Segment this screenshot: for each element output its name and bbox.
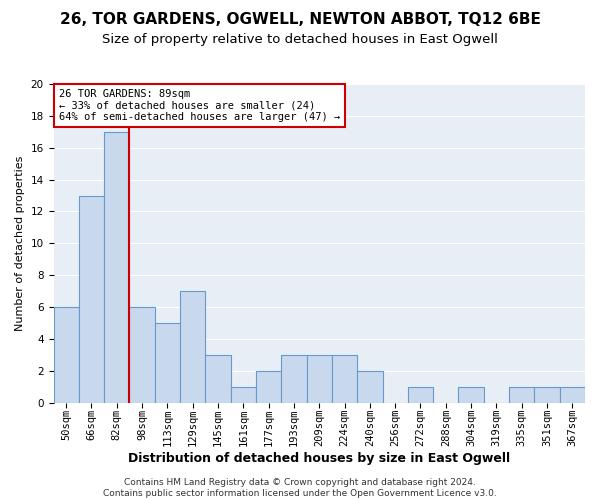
Text: Contains HM Land Registry data © Crown copyright and database right 2024.
Contai: Contains HM Land Registry data © Crown c… xyxy=(103,478,497,498)
Bar xyxy=(357,371,383,402)
Bar xyxy=(256,371,281,402)
Bar xyxy=(53,307,79,402)
Bar xyxy=(205,355,230,403)
Y-axis label: Number of detached properties: Number of detached properties xyxy=(15,156,25,331)
Bar xyxy=(332,355,357,403)
Bar xyxy=(281,355,307,403)
Bar xyxy=(79,196,104,402)
Bar xyxy=(155,323,180,402)
Text: 26, TOR GARDENS, OGWELL, NEWTON ABBOT, TQ12 6BE: 26, TOR GARDENS, OGWELL, NEWTON ABBOT, T… xyxy=(59,12,541,28)
Bar xyxy=(509,387,535,402)
Bar xyxy=(130,307,155,402)
Bar xyxy=(180,291,205,403)
Bar xyxy=(458,387,484,402)
Text: 26 TOR GARDENS: 89sqm
← 33% of detached houses are smaller (24)
64% of semi-deta: 26 TOR GARDENS: 89sqm ← 33% of detached … xyxy=(59,89,340,122)
Bar xyxy=(408,387,433,402)
X-axis label: Distribution of detached houses by size in East Ogwell: Distribution of detached houses by size … xyxy=(128,452,511,465)
Bar xyxy=(230,387,256,402)
Bar xyxy=(307,355,332,403)
Bar xyxy=(535,387,560,402)
Text: Size of property relative to detached houses in East Ogwell: Size of property relative to detached ho… xyxy=(102,32,498,46)
Bar xyxy=(104,132,130,402)
Bar xyxy=(560,387,585,402)
